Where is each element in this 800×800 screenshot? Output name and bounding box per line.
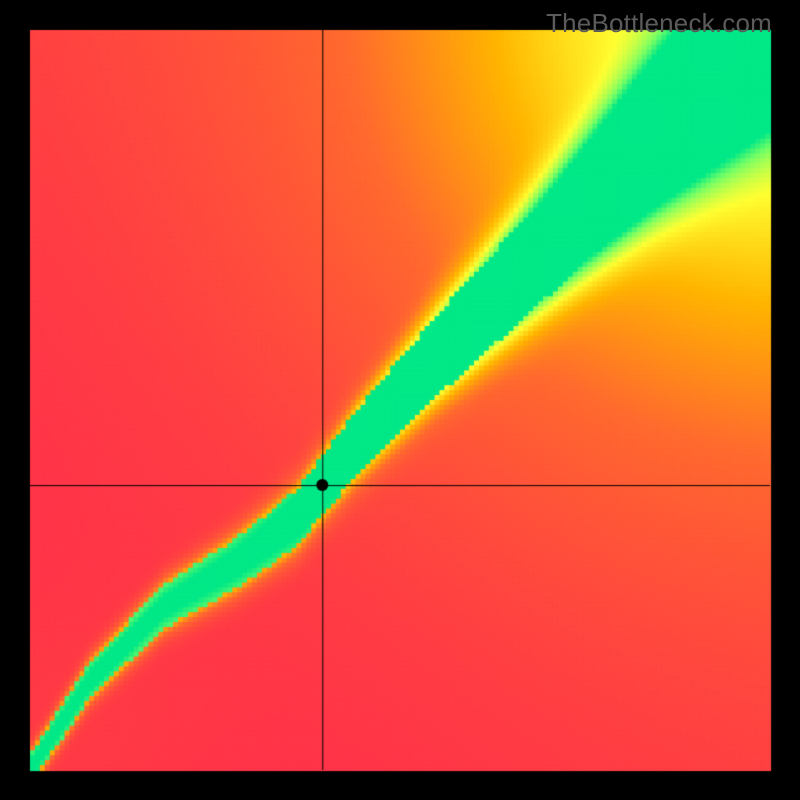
- watermark-text: TheBottleneck.com: [546, 8, 772, 39]
- bottleneck-heatmap: [0, 0, 800, 800]
